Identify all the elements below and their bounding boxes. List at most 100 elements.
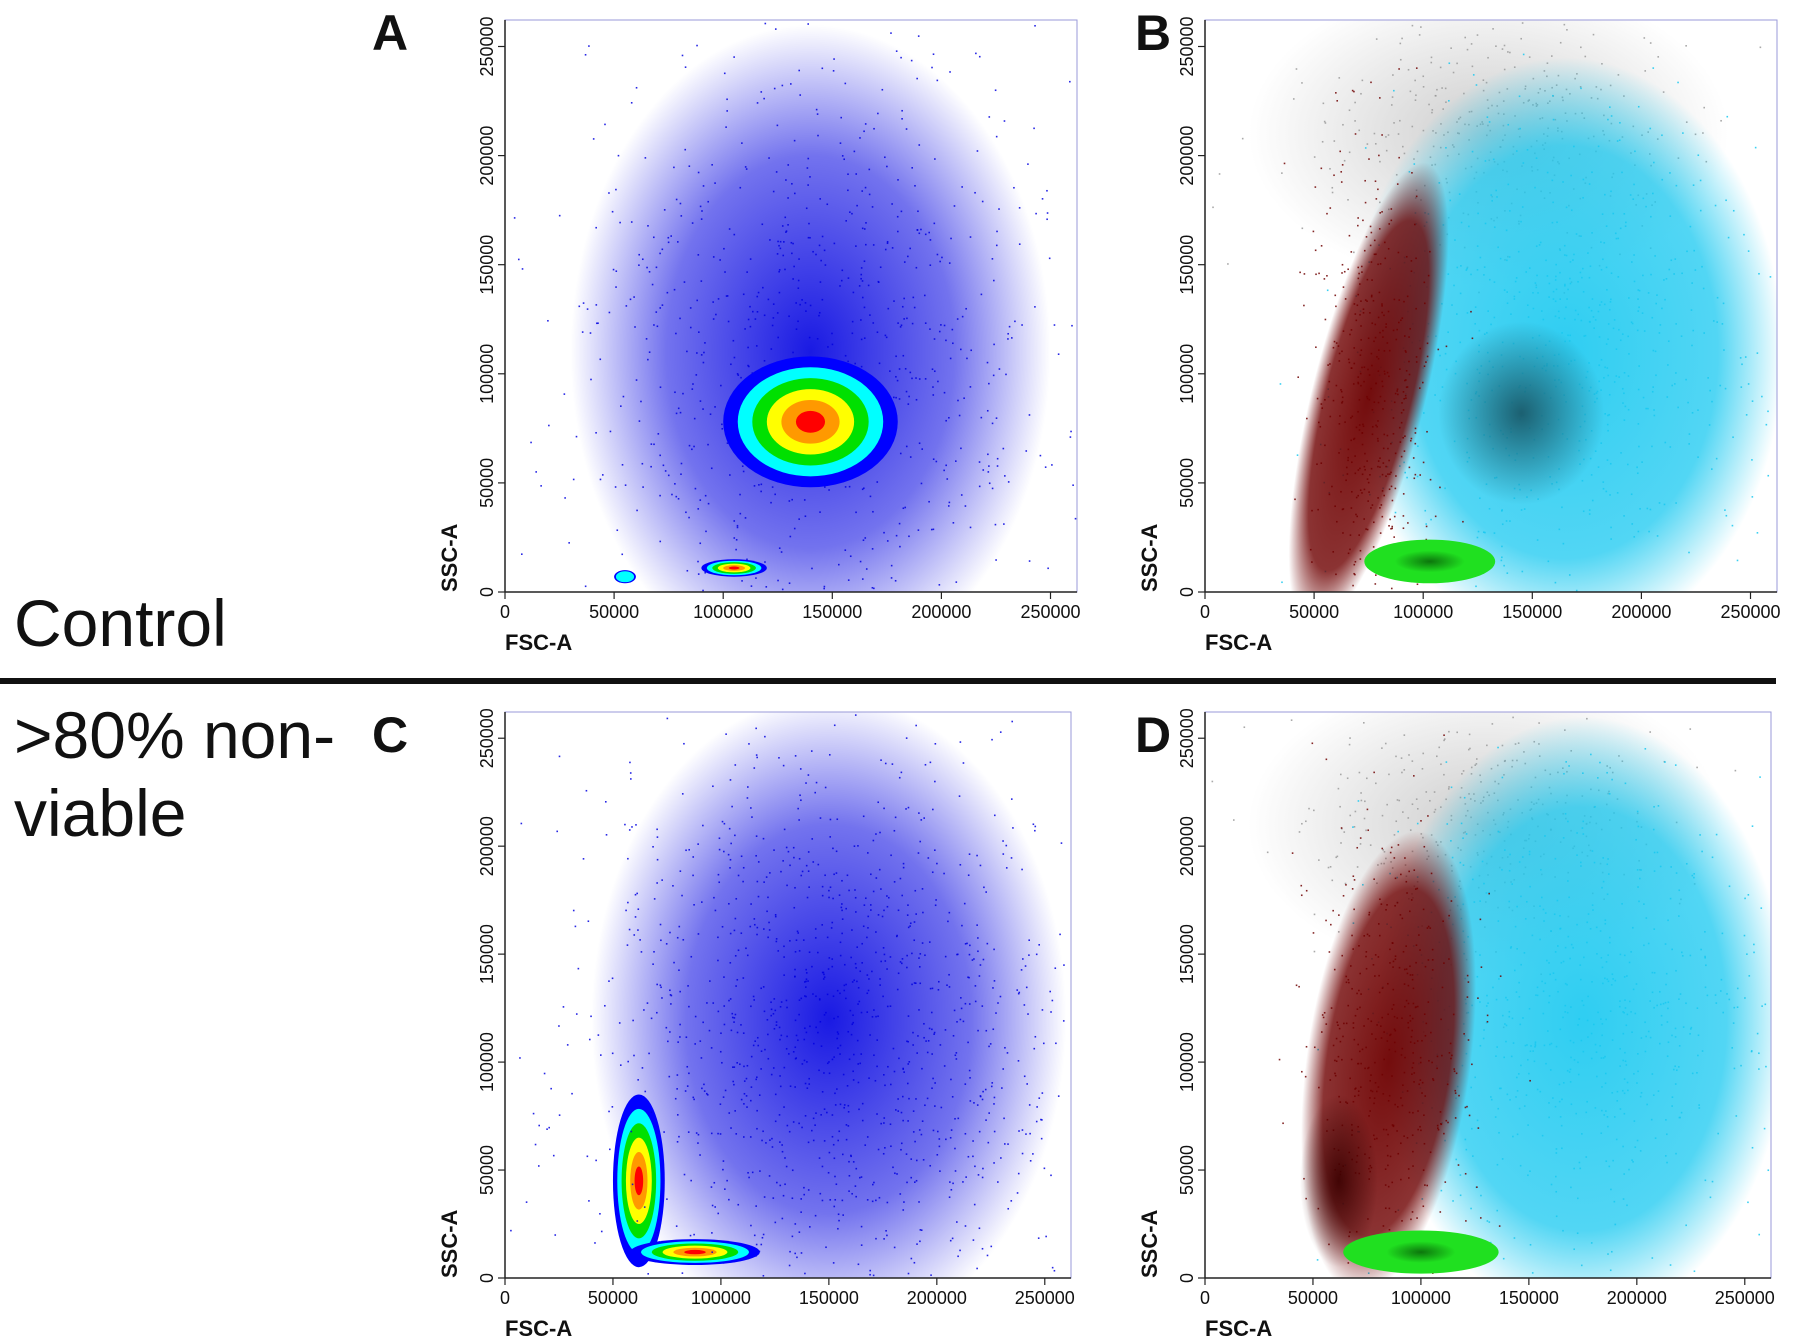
- event-dot: [742, 880, 744, 883]
- event-dot: [930, 1274, 932, 1276]
- event-dot: [745, 168, 748, 170]
- live-dot: [1664, 1155, 1667, 1157]
- event-dot: [880, 759, 882, 761]
- live-dot: [1364, 147, 1367, 149]
- event-dot: [967, 1041, 969, 1044]
- event-dot: [1041, 1009, 1044, 1011]
- dead-dot: [1358, 272, 1360, 275]
- event-dot: [749, 1136, 752, 1138]
- event-dot: [918, 378, 921, 380]
- dead-dot: [1325, 919, 1327, 922]
- ungated-dot: [1329, 865, 1332, 868]
- dead-dot: [1453, 1068, 1455, 1070]
- dead-dot: [1437, 348, 1440, 351]
- live-dot: [1652, 67, 1655, 69]
- live-dot: [1501, 556, 1503, 559]
- dead-dot: [1422, 1205, 1425, 1208]
- event-dot: [1005, 844, 1008, 847]
- dead-dot: [1415, 257, 1417, 260]
- event-dot: [895, 355, 897, 358]
- event-dot: [742, 470, 745, 473]
- event-dot: [936, 862, 938, 865]
- event-dot: [900, 962, 903, 965]
- event-dot: [1074, 517, 1077, 520]
- event-dot: [801, 870, 804, 873]
- dead-dot: [1386, 1145, 1389, 1147]
- event-dot: [928, 1027, 931, 1030]
- x-axis-label-A: FSC-A: [505, 630, 572, 655]
- dead-dot: [1337, 1055, 1340, 1058]
- live-dot: [1536, 994, 1539, 997]
- ungated-dot: [1337, 787, 1340, 790]
- ungated-dot: [1409, 829, 1412, 831]
- event-dot: [749, 325, 752, 328]
- live-dot: [1610, 526, 1612, 529]
- event-dot: [978, 461, 981, 463]
- event-dot: [851, 981, 854, 983]
- event-dot: [821, 885, 824, 888]
- live-dot: [1562, 960, 1565, 963]
- dead-dot: [1358, 944, 1360, 947]
- live-dot: [1606, 893, 1609, 896]
- ungated-dot: [1333, 140, 1336, 142]
- ungated-dot: [1336, 855, 1339, 858]
- live-dot: [1619, 121, 1621, 124]
- dead-dot: [1405, 255, 1408, 258]
- ungated-dot: [1431, 109, 1434, 111]
- event-dot: [675, 495, 678, 498]
- live-dot: [1656, 851, 1659, 854]
- event-dot: [656, 325, 659, 328]
- event-dot: [911, 377, 913, 380]
- y-tick-label: 0: [1177, 1273, 1197, 1283]
- live-dot: [1735, 1115, 1738, 1117]
- event-dot: [650, 443, 653, 445]
- event-dot: [949, 1239, 952, 1242]
- event-dot: [735, 1133, 738, 1135]
- live-dot: [1459, 1194, 1462, 1197]
- event-dot: [795, 328, 798, 331]
- dead-dot: [1300, 894, 1303, 897]
- event-dot: [831, 332, 833, 335]
- dead-dot: [1454, 1117, 1457, 1119]
- event-dot: [757, 895, 760, 898]
- event-dot: [873, 1054, 875, 1057]
- dead-dot: [1406, 1137, 1409, 1139]
- ungated-dot: [1348, 743, 1351, 746]
- event-dot: [730, 363, 732, 366]
- live-dot: [1763, 1127, 1766, 1130]
- dead-dot: [1353, 437, 1356, 440]
- live-dot: [1652, 386, 1654, 388]
- dead-dot: [1357, 293, 1360, 296]
- event-dot: [950, 1078, 952, 1081]
- live-dot: [1647, 407, 1649, 410]
- dead-dot: [1387, 1185, 1390, 1188]
- event-dot: [697, 1142, 699, 1144]
- dead-dot: [1346, 473, 1349, 475]
- live-dot: [1577, 1061, 1579, 1064]
- event-dot: [875, 1015, 877, 1018]
- event-dot: [1007, 332, 1009, 335]
- event-dot: [897, 1110, 900, 1112]
- event-dot: [843, 984, 846, 987]
- event-dot: [1041, 1092, 1044, 1094]
- live-dot: [1615, 348, 1618, 350]
- live-dot: [1622, 1145, 1624, 1148]
- event-dot: [890, 577, 893, 579]
- ungated-dot: [1509, 51, 1511, 54]
- event-dot: [1054, 967, 1057, 970]
- x-tick-label: 50000: [1288, 1288, 1338, 1308]
- live-dot: [1661, 178, 1664, 181]
- live-dot: [1497, 830, 1500, 833]
- event-dot: [872, 510, 874, 513]
- dead-dot: [1363, 935, 1366, 937]
- event-dot: [962, 1181, 964, 1183]
- live-dot: [1488, 891, 1491, 894]
- live-dot: [1484, 531, 1486, 534]
- event-dot: [777, 240, 779, 243]
- live-dot: [1535, 157, 1538, 159]
- dead-dot: [1341, 954, 1344, 957]
- live-dot: [1589, 927, 1592, 930]
- live-dot: [1498, 1131, 1500, 1134]
- live-dot: [1460, 221, 1463, 224]
- dead-dot: [1378, 991, 1381, 994]
